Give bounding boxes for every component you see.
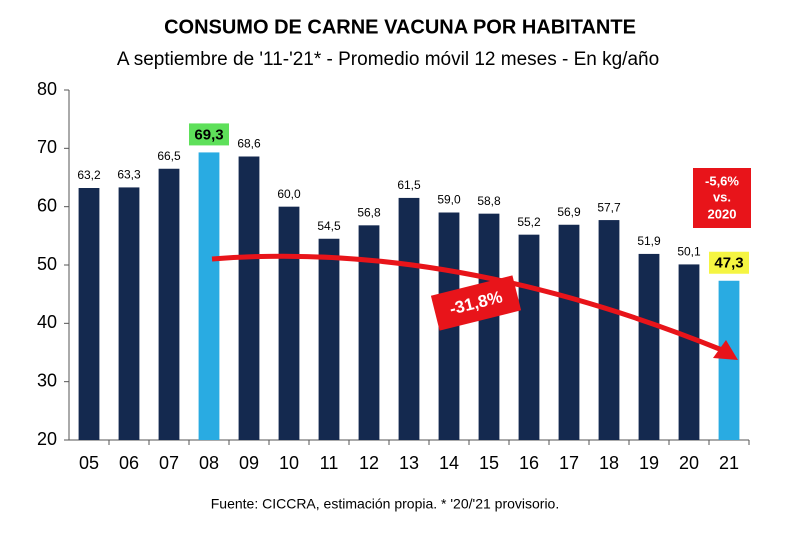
- badge-box: [430, 275, 522, 331]
- y-tick-label: 20: [37, 429, 57, 449]
- value-label: 56,9: [557, 205, 581, 219]
- value-label: 50,1: [677, 245, 701, 259]
- bar: [78, 188, 100, 440]
- y-tick-label: 40: [37, 312, 57, 332]
- value-label-bg: [709, 251, 749, 274]
- y-tick-label: 60: [37, 195, 57, 215]
- bar: [358, 225, 380, 440]
- value-label: 59,0: [437, 193, 461, 207]
- x-tick-label: 20: [679, 453, 699, 473]
- value-label: 54,5: [317, 219, 341, 233]
- x-tick-label: 10: [279, 453, 299, 473]
- yoy-badge: -5,6% vs. 2020: [693, 168, 751, 228]
- y-tick-label: 50: [37, 254, 57, 274]
- value-label: 58,8: [477, 194, 501, 208]
- plot: 20 30 40 50 60 70 80 05 63,2 06 63,3 07 66,5 08 69,3 09…: [37, 79, 750, 473]
- x-tick-label: 07: [159, 453, 179, 473]
- value-label: 56,8: [357, 206, 381, 220]
- x-tick-label: 09: [239, 453, 259, 473]
- x-tick-label: 15: [479, 453, 499, 473]
- value-label: 60,0: [277, 187, 301, 201]
- x-tick-label: 13: [399, 453, 419, 473]
- x-tick-label: 21: [719, 453, 739, 473]
- value-label: 66,5: [157, 149, 181, 163]
- value-label: 63,2: [77, 168, 101, 182]
- bar: [318, 238, 340, 440]
- x-tick-label: 16: [519, 453, 539, 473]
- bar: [278, 206, 300, 440]
- bar: [118, 187, 140, 440]
- bar: [198, 152, 220, 440]
- x-tick-label: 06: [119, 453, 139, 473]
- value-label: 69,3: [194, 126, 223, 143]
- value-label: 57,7: [597, 200, 621, 214]
- trend-badge: -31,8%: [430, 275, 522, 331]
- value-label: 51,9: [637, 234, 661, 248]
- value-label: 68,6: [237, 137, 261, 151]
- bar: [638, 253, 660, 440]
- x-tick-label: 12: [359, 453, 379, 473]
- value-label-bg: [189, 123, 229, 146]
- bar: [238, 156, 260, 440]
- bar: [678, 264, 700, 440]
- x-tick-label: 19: [639, 453, 659, 473]
- bar: [158, 168, 180, 440]
- value-label: 63,3: [117, 168, 141, 182]
- bar: [598, 220, 620, 440]
- arrow-head: [713, 340, 738, 360]
- value-label: 61,5: [397, 178, 421, 192]
- bar: [478, 213, 500, 440]
- badge-box: [693, 168, 751, 228]
- bar: [718, 280, 740, 440]
- bar: [518, 234, 540, 440]
- x-tick-label: 08: [199, 453, 219, 473]
- badge-text: vs.: [713, 189, 731, 204]
- x-tick-label: 11: [320, 453, 339, 473]
- source-note: Fuente: CICCRA, estimación propia. * '20…: [211, 496, 560, 512]
- badge-text: -5,6%: [705, 173, 739, 188]
- y-tick-label: 80: [37, 79, 57, 99]
- x-tick-label: 17: [559, 453, 579, 473]
- arrow-line: [211, 253, 723, 353]
- x-tick-label: 05: [79, 453, 99, 473]
- x-tick-label: 14: [439, 453, 459, 473]
- y-tick-label: 30: [37, 370, 57, 390]
- chart-title: CONSUMO DE CARNE VACUNA POR HABITANTE: [164, 16, 636, 38]
- x-tick-label: 18: [599, 453, 619, 473]
- value-label: 55,2: [517, 215, 541, 229]
- y-tick-label: 70: [37, 137, 57, 157]
- trend-arrow: [211, 253, 738, 360]
- chart-subtitle: A septiembre de '11-'21* - Promedio móvi…: [117, 49, 659, 70]
- bar: [558, 224, 580, 440]
- bar: [398, 197, 420, 440]
- value-label: 47,3: [714, 255, 743, 272]
- badge-text: 2020: [708, 206, 737, 221]
